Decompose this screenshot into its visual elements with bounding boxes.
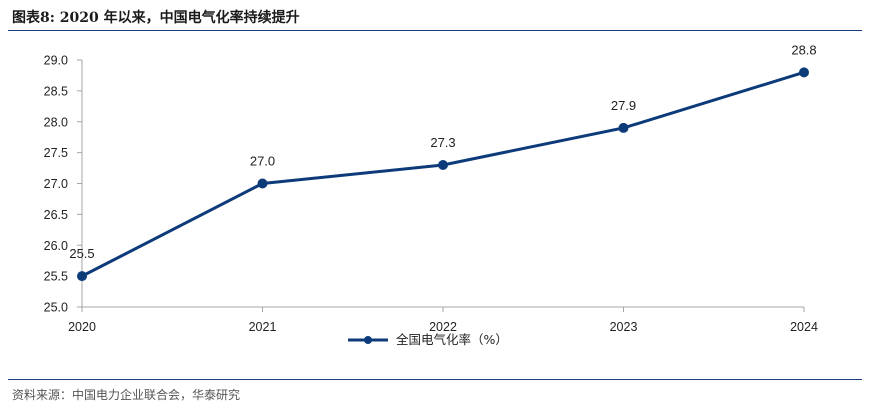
data-label: 27.3: [430, 135, 455, 150]
x-tick-label: 2020: [68, 320, 96, 334]
legend-label: 全国电气化率（%）: [396, 332, 508, 347]
x-axis: 2020 2021 2022 2023 2024: [68, 306, 818, 334]
x-tick-label: 2024: [790, 320, 818, 334]
title-bar: 图表8: 2020 年以来，中国电气化率持续提升: [8, 4, 862, 31]
data-point: [438, 159, 448, 170]
source-note: 资料来源：中国电力企业联合会，华泰研究: [12, 388, 241, 402]
data-label: 28.8: [791, 42, 816, 57]
y-tick-label: 26.5: [44, 208, 68, 222]
data-point: [618, 122, 629, 133]
data-point: [257, 178, 268, 189]
series-polyline: [81, 70, 805, 278]
data-label: 25.5: [69, 246, 94, 261]
y-tick-label: 27.0: [44, 177, 68, 191]
y-axis: 25.0 25.5 26.0 26.5 27.0 27.5 28.0 28.5 29.0: [44, 54, 83, 315]
y-tick-label: 25.5: [44, 270, 68, 284]
x-tick-label: 2023: [610, 320, 638, 334]
data-points: [77, 67, 809, 282]
y-tick-label: 26.0: [44, 239, 68, 253]
y-tick-label: 27.5: [44, 146, 68, 160]
legend-marker: [364, 336, 372, 344]
data-labels: 25.5 27.0 27.3 27.9 28.8: [69, 42, 816, 261]
x-tick-label: 2021: [249, 320, 277, 334]
series-line: [81, 70, 805, 278]
data-point: [799, 67, 809, 78]
y-tick-label: 29.0: [44, 54, 68, 68]
footer-rule: [8, 379, 862, 380]
legend: 全国电气化率（%）: [348, 332, 508, 347]
data-label: 27.0: [250, 154, 275, 169]
figure-title: 图表8: 2020 年以来，中国电气化率持续提升: [12, 10, 300, 26]
data-point: [77, 271, 87, 282]
line-chart: 25.025.526.026.527.027.528.028.529.0 202…: [44, 42, 818, 347]
y-tick-label: 28.5: [44, 84, 68, 98]
x-tick-label: 2022: [429, 320, 457, 334]
data-label: 27.9: [611, 98, 636, 113]
y-tick-label: 25.0: [44, 301, 68, 315]
y-tick-label: 28.0: [44, 115, 68, 129]
